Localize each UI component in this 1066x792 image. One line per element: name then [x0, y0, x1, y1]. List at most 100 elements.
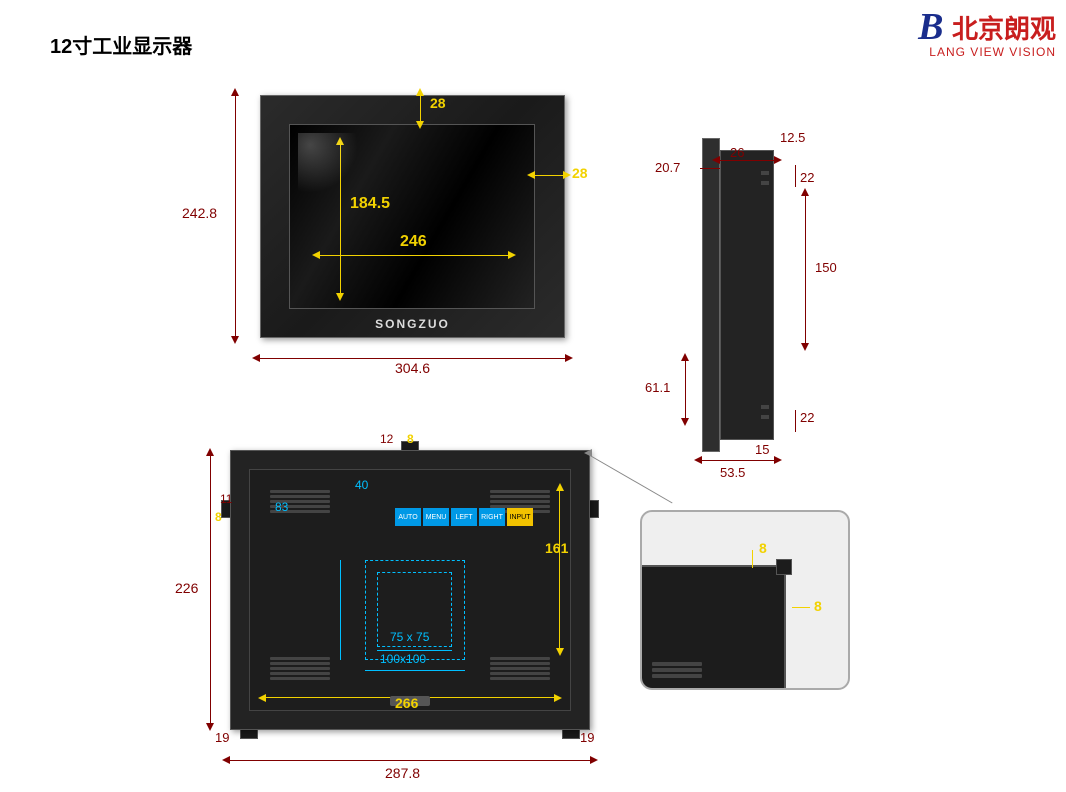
arrow-icon: [336, 137, 344, 145]
dim-side-150: 150: [815, 260, 837, 275]
arrow-icon: [336, 293, 344, 301]
side-mount-hole: [761, 415, 769, 419]
dim-side-61: 61.1: [645, 380, 670, 395]
osd-button[interactable]: AUTO: [395, 508, 421, 526]
brand-english: LANG VIEW VISION: [918, 45, 1056, 59]
osd-button-row: AUTO MENU LEFT RIGHT INPUT: [395, 508, 533, 526]
arrow-icon: [252, 354, 260, 362]
arrow-icon: [774, 456, 782, 464]
dim-back-226: 226: [175, 580, 198, 596]
osd-button[interactable]: LEFT: [451, 508, 477, 526]
dim-side-front-depth: 20.7: [655, 160, 680, 175]
dim-back-leftedge: 8: [215, 510, 222, 524]
arrow-icon: [416, 121, 424, 129]
dim-detail-h: 8: [814, 598, 822, 614]
dim-line: [720, 160, 774, 161]
side-view: [720, 150, 774, 440]
osd-button[interactable]: MENU: [423, 508, 449, 526]
dim-line: [792, 607, 810, 608]
osd-button[interactable]: INPUT: [507, 508, 533, 526]
dim-line: [795, 410, 796, 432]
arrow-icon: [801, 343, 809, 351]
dim-line: [559, 490, 560, 650]
dim-line: [340, 560, 341, 660]
arrow-icon: [231, 88, 239, 96]
dim-line: [702, 460, 774, 461]
dim-line: [752, 550, 753, 568]
arrow-icon: [563, 171, 571, 179]
dim-back-toptab: 12: [380, 432, 393, 446]
arrow-icon: [206, 448, 214, 456]
dim-vesa-75: 75 x 75: [390, 630, 429, 644]
arrow-icon: [712, 156, 720, 164]
vent-icon: [270, 657, 330, 680]
back-view: AUTO MENU LEFT RIGHT INPUT: [230, 450, 590, 730]
dim-line: [235, 95, 236, 338]
arrow-icon: [206, 723, 214, 731]
back-inner-plate: AUTO MENU LEFT RIGHT INPUT: [249, 469, 571, 711]
arrow-icon: [681, 418, 689, 426]
dim-front-width: 304.6: [395, 360, 430, 376]
arrow-icon: [681, 353, 689, 361]
arrow-icon: [416, 88, 424, 96]
monitor-brand-text: SONGZUO: [375, 317, 450, 331]
dim-side-foot: 15: [755, 442, 769, 457]
dim-inner-h: [320, 255, 510, 256]
osd-button[interactable]: RIGHT: [479, 508, 505, 526]
dim-line: [805, 195, 806, 345]
dim-back-topedge: 8: [407, 432, 414, 446]
side-mount-hole: [761, 171, 769, 175]
dim-back-19l: 19: [215, 730, 229, 745]
dim-side-26: 26: [730, 145, 744, 160]
dim-back-btn-offset: 40: [355, 478, 368, 492]
dim-line: [260, 358, 565, 359]
dim-back-lefth: 11: [220, 492, 232, 506]
dim-bezel-right: 28: [572, 165, 588, 181]
vent-icon: [652, 662, 702, 678]
dim-line: [420, 95, 421, 123]
dim-side-bottomgap: 22: [800, 410, 814, 425]
vent-icon: [490, 657, 550, 680]
arrow-icon: [312, 251, 320, 259]
dim-side-toplip: 12.5: [780, 130, 805, 145]
dim-side-topgap: 22: [800, 170, 814, 185]
dim-line: [685, 360, 686, 420]
arrow-icon: [801, 188, 809, 196]
dim-back-266: 266: [395, 695, 418, 711]
dim-back-161: 161: [545, 540, 568, 556]
dim-line: [534, 175, 565, 176]
brand-logo: B 北京朗观 LANG VIEW VISION: [918, 5, 1056, 59]
side-mount-hole: [761, 181, 769, 185]
arrow-icon: [556, 483, 564, 491]
arrow-icon: [258, 694, 266, 702]
dim-front-height: 242.8: [182, 205, 217, 221]
arrow-icon: [556, 648, 564, 656]
dim-back-leftw: 83: [275, 500, 288, 514]
dim-line: [377, 650, 452, 651]
arrow-icon: [527, 171, 535, 179]
front-view: 184.5 246 SONGZUO: [260, 95, 565, 338]
arrow-icon: [774, 156, 782, 164]
arrow-icon: [590, 756, 598, 764]
dim-line: [795, 165, 796, 187]
dim-line: [210, 455, 211, 725]
side-mount-hole: [761, 405, 769, 409]
dim-inner-height-label: 184.5: [350, 195, 390, 213]
dim-bezel-top: 28: [430, 95, 446, 111]
back-panel: AUTO MENU LEFT RIGHT INPUT: [230, 450, 590, 730]
dim-inner-v: [340, 145, 341, 295]
side-body: [720, 150, 774, 440]
arrow-icon: [554, 694, 562, 702]
page-title: 12寸工业显示器: [50, 30, 192, 59]
dim-inner-width-label: 246: [400, 233, 427, 251]
arrow-icon: [694, 456, 702, 464]
callout-line: [590, 455, 673, 503]
detail-view: 8 8: [640, 510, 850, 690]
side-lip: [702, 138, 720, 452]
arrow-icon: [584, 449, 592, 457]
mount-tab: [776, 559, 792, 575]
detail-corner: [642, 565, 786, 688]
dim-line: [365, 670, 465, 671]
dim-side-overall-depth: 53.5: [720, 465, 745, 480]
front-screen: 184.5 246: [289, 124, 535, 309]
